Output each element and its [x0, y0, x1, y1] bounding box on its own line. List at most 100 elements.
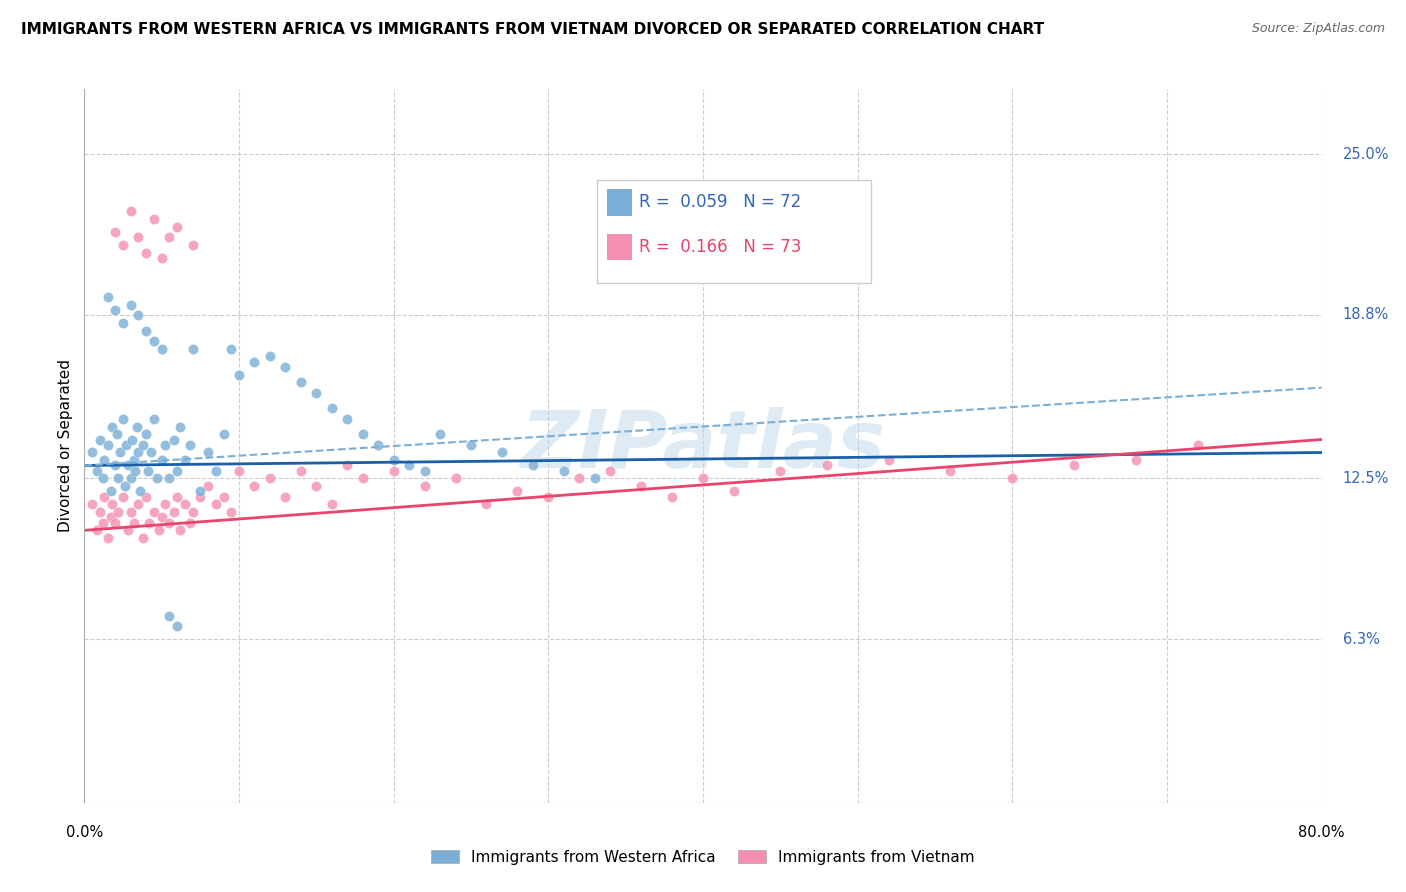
- Point: [143, 334, 166, 348]
- Text: IMMIGRANTS FROM WESTERN AFRICA VS IMMIGRANTS FROM VIETNAM DIVORCED OR SEPARATED : IMMIGRANTS FROM WESTERN AFRICA VS IMMIGR…: [21, 22, 1045, 37]
- Point: [139, 445, 162, 459]
- Point: [132, 531, 155, 545]
- Point: [382, 464, 405, 478]
- Text: ZIPatlas: ZIPatlas: [520, 407, 886, 485]
- Point: [413, 464, 436, 478]
- Point: [125, 419, 148, 434]
- Point: [89, 433, 111, 447]
- Point: [104, 516, 127, 530]
- Point: [939, 464, 962, 478]
- Point: [630, 479, 652, 493]
- Point: [321, 497, 343, 511]
- Point: [127, 308, 149, 322]
- Text: R =  0.166   N = 73: R = 0.166 N = 73: [640, 238, 801, 256]
- Point: [159, 230, 180, 244]
- Point: [661, 490, 683, 504]
- Point: [146, 471, 169, 485]
- Point: [181, 238, 204, 252]
- Point: [219, 342, 242, 356]
- Point: [1125, 453, 1147, 467]
- Point: [174, 497, 197, 511]
- Point: [150, 251, 173, 265]
- Point: [166, 619, 188, 633]
- Point: [166, 464, 188, 478]
- Point: [305, 385, 328, 400]
- Point: [382, 453, 405, 467]
- Point: [82, 497, 104, 511]
- Point: [274, 359, 297, 374]
- Text: 18.8%: 18.8%: [1343, 308, 1389, 322]
- Point: [91, 471, 114, 485]
- Point: [96, 438, 118, 452]
- Point: [336, 411, 359, 425]
- Point: [537, 490, 560, 504]
- Point: [169, 524, 191, 538]
- Point: [150, 453, 173, 467]
- Point: [259, 350, 281, 364]
- Point: [86, 524, 108, 538]
- Point: [169, 419, 191, 434]
- Point: [179, 516, 201, 530]
- Point: [127, 497, 149, 511]
- Point: [112, 490, 135, 504]
- Point: [153, 438, 176, 452]
- Point: [723, 484, 745, 499]
- Point: [444, 471, 467, 485]
- Point: [100, 510, 122, 524]
- Text: 0.0%: 0.0%: [66, 825, 103, 840]
- Point: [163, 433, 186, 447]
- Point: [120, 505, 142, 519]
- Point: [153, 497, 176, 511]
- Point: [583, 471, 606, 485]
- Point: [188, 490, 211, 504]
- Point: [491, 445, 513, 459]
- Point: [219, 505, 242, 519]
- Point: [163, 505, 186, 519]
- Point: [413, 479, 436, 493]
- Point: [159, 609, 180, 624]
- Point: [166, 219, 188, 234]
- Point: [104, 458, 127, 473]
- Point: [89, 505, 111, 519]
- Point: [197, 479, 219, 493]
- Point: [228, 368, 250, 382]
- Point: [135, 490, 157, 504]
- Point: [243, 479, 266, 493]
- Point: [117, 458, 139, 473]
- Point: [212, 427, 235, 442]
- Point: [367, 438, 389, 452]
- Point: [143, 411, 166, 425]
- Point: [100, 484, 122, 499]
- Point: [179, 438, 201, 452]
- Point: [174, 453, 197, 467]
- Point: [93, 453, 115, 467]
- Point: [115, 438, 138, 452]
- Point: [212, 490, 235, 504]
- Point: [460, 438, 482, 452]
- Point: [305, 479, 328, 493]
- Point: [112, 316, 135, 330]
- Point: [166, 490, 188, 504]
- Point: [243, 354, 266, 368]
- Point: [93, 490, 115, 504]
- Point: [205, 497, 228, 511]
- Point: [197, 445, 219, 459]
- Text: 25.0%: 25.0%: [1343, 146, 1389, 161]
- Point: [124, 464, 146, 478]
- Point: [274, 490, 297, 504]
- Point: [181, 342, 204, 356]
- Point: [321, 401, 343, 416]
- Point: [159, 516, 180, 530]
- Point: [112, 238, 135, 252]
- Point: [568, 471, 591, 485]
- Point: [101, 419, 124, 434]
- Point: [352, 427, 374, 442]
- Point: [159, 471, 180, 485]
- Point: [82, 445, 104, 459]
- Point: [143, 505, 166, 519]
- Point: [877, 453, 900, 467]
- Point: [91, 516, 114, 530]
- Point: [132, 438, 155, 452]
- Point: [1063, 458, 1085, 473]
- Point: [522, 458, 544, 473]
